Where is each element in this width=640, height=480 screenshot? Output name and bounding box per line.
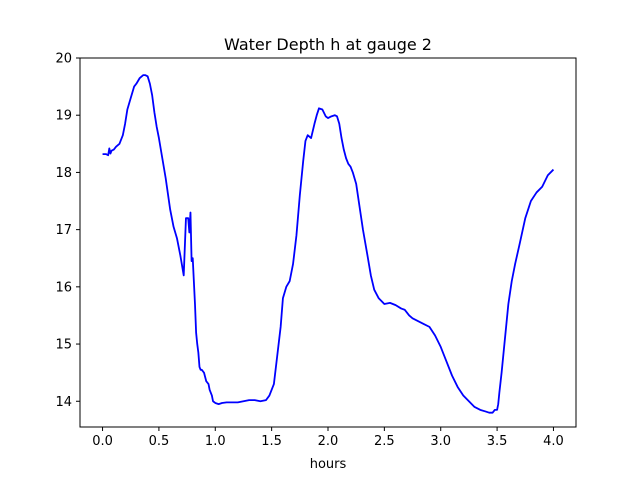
- x-tick-label: 0.5: [149, 434, 170, 449]
- x-tick-label: 3.0: [430, 434, 451, 449]
- x-axis: 0.0 0.5 1.0 1.5 2.0 2.5 3.0 3.5 4.0: [92, 427, 564, 449]
- y-tick-label: 17: [55, 223, 72, 238]
- x-tick-label: 1.5: [261, 434, 282, 449]
- x-tick-label: 4.0: [543, 434, 564, 449]
- y-tick-label: 15: [55, 338, 72, 353]
- x-tick-label: 2.5: [374, 434, 395, 449]
- y-tick-label: 14: [55, 395, 72, 410]
- chart-title: Water Depth h at gauge 2: [224, 35, 432, 54]
- y-tick-label: 20: [55, 52, 72, 67]
- x-tick-label: 2.0: [318, 434, 339, 449]
- y-axis: 14 15 16 17 18 19 20: [55, 52, 80, 410]
- y-tick-label: 18: [55, 166, 72, 181]
- x-axis-label: hours: [310, 457, 347, 472]
- x-tick-label: 1.0: [205, 434, 226, 449]
- y-tick-label: 19: [55, 109, 72, 124]
- x-tick-label: 0.0: [92, 434, 113, 449]
- x-tick-label: 3.5: [487, 434, 508, 449]
- series-line-0: [102, 74, 555, 414]
- y-tick-label: 16: [55, 280, 72, 295]
